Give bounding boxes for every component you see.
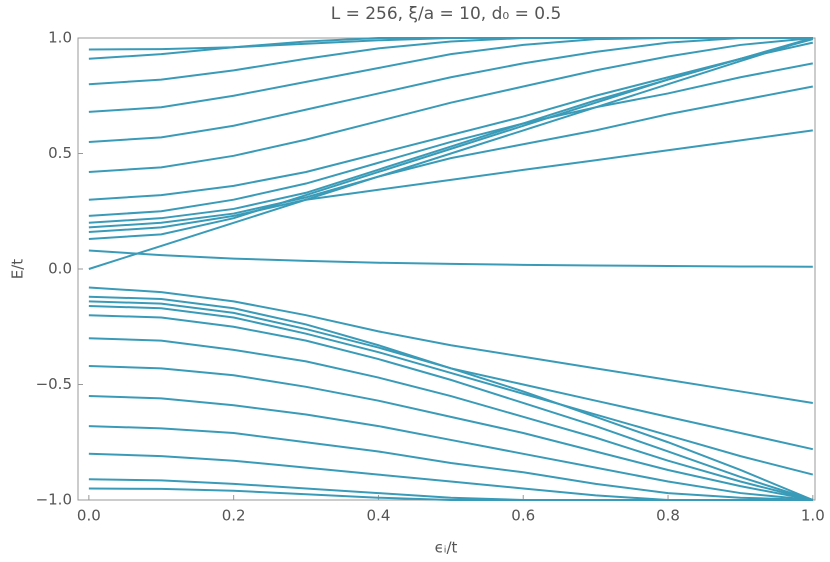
data-line — [88, 129, 813, 234]
y-axis-label: E/t — [9, 259, 27, 280]
x-tick-label: 0.4 — [367, 507, 391, 525]
y-tick-label: −1.0 — [36, 491, 72, 509]
data-line — [88, 41, 814, 201]
data-line — [88, 62, 814, 217]
data-line — [88, 37, 814, 240]
x-tick-label: 0.6 — [511, 507, 535, 525]
y-tick-label: 0.0 — [48, 260, 72, 278]
data-line — [88, 395, 813, 501]
y-tick-label: −0.5 — [36, 375, 72, 393]
data-line — [88, 300, 814, 451]
x-tick-label: 0.0 — [77, 507, 101, 525]
x-axis-label: ϵᵢ/t — [435, 539, 458, 557]
x-tick-label: 0.8 — [656, 507, 680, 525]
data-line — [88, 37, 814, 270]
data-line — [88, 295, 814, 501]
data-line — [88, 487, 813, 501]
chart-title: L = 256, ξ/a = 10, d₀ = 0.5 — [331, 4, 562, 24]
data-line — [88, 37, 813, 173]
data-line — [88, 37, 813, 51]
y-tick-label: 1.0 — [48, 29, 72, 47]
data-line — [88, 37, 813, 143]
data-line — [88, 337, 814, 501]
data-line — [88, 365, 814, 501]
data-line — [88, 425, 813, 501]
x-tick-label: 0.2 — [222, 507, 246, 525]
data-line — [88, 314, 814, 501]
x-tick-label: 1.0 — [801, 507, 825, 525]
data-line — [88, 286, 813, 404]
y-tick-label: 0.5 — [48, 144, 72, 162]
data-line — [88, 452, 813, 501]
data-line — [88, 304, 814, 476]
data-line — [88, 249, 813, 268]
data-line — [88, 85, 814, 229]
